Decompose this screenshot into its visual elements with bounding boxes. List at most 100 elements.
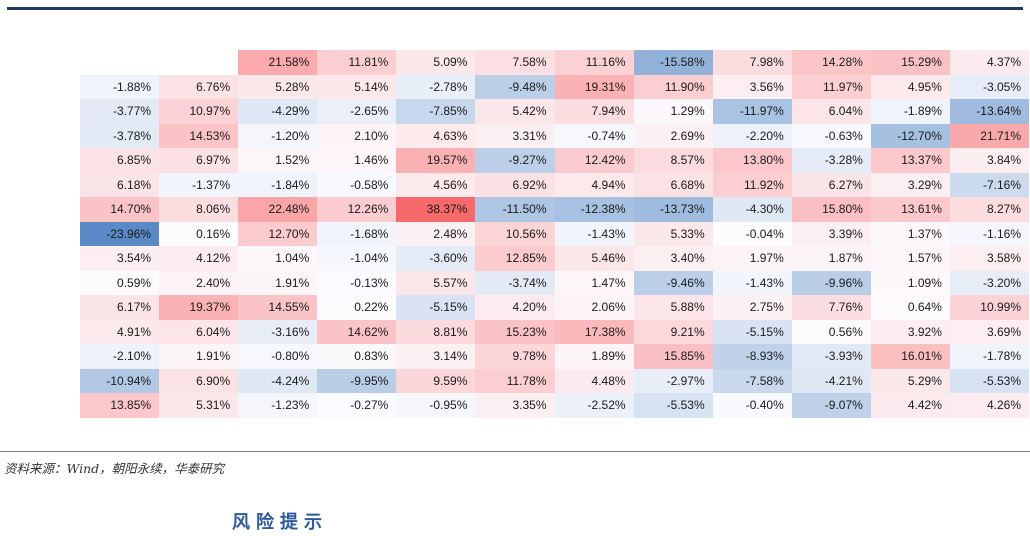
heatmap-cell: -7.85% bbox=[396, 99, 476, 124]
heatmap-empty-cell bbox=[80, 50, 159, 75]
heatmap-cell: 19.31% bbox=[554, 74, 634, 99]
heatmap-cell: 8.57% bbox=[633, 148, 713, 173]
heatmap-cell: 5.29% bbox=[870, 368, 950, 393]
heatmap-cell: 2.48% bbox=[396, 221, 476, 246]
heatmap-cell: 6.90% bbox=[159, 368, 239, 393]
heatmap-cell: -1.84% bbox=[238, 172, 318, 197]
heatmap-cell: 1.47% bbox=[554, 270, 634, 295]
heatmap-cell: 3.84% bbox=[949, 148, 1029, 173]
heatmap-cell: 4.26% bbox=[949, 393, 1029, 418]
heatmap-cell: 11.81% bbox=[317, 50, 397, 75]
heatmap-cell: -4.30% bbox=[712, 197, 792, 222]
heatmap-cell: 1.87% bbox=[791, 246, 871, 271]
heatmap-cell: 13.61% bbox=[870, 197, 950, 222]
heatmap-cell: 5.42% bbox=[475, 99, 555, 124]
heatmap-cell: 5.31% bbox=[159, 393, 239, 418]
heatmap-cell: 12.70% bbox=[238, 221, 318, 246]
heatmap-cell: 6.04% bbox=[159, 319, 239, 344]
heatmap-cell: 6.92% bbox=[475, 172, 555, 197]
heatmap-cell: 4.37% bbox=[949, 50, 1029, 75]
heatmap-cell: 8.06% bbox=[159, 197, 239, 222]
heatmap-cell: 2.40% bbox=[159, 270, 239, 295]
heatmap-cell: 21.71% bbox=[949, 123, 1029, 148]
heatmap-cell: -2.78% bbox=[396, 74, 476, 99]
heatmap-cell: -1.43% bbox=[554, 221, 634, 246]
heatmap-cell: -3.28% bbox=[791, 148, 871, 173]
heatmap-cell: -1.43% bbox=[712, 270, 792, 295]
heatmap-cell: 12.42% bbox=[554, 148, 634, 173]
heatmap-cell: 4.91% bbox=[80, 319, 160, 344]
heatmap-cell: 3.35% bbox=[475, 393, 555, 418]
heatmap-cell: 14.55% bbox=[238, 295, 318, 320]
heatmap-cell: 6.18% bbox=[80, 172, 160, 197]
heatmap-cell: 4.63% bbox=[396, 123, 476, 148]
heatmap-cell: 15.80% bbox=[791, 197, 871, 222]
heatmap-cell: 8.27% bbox=[949, 197, 1029, 222]
heatmap-cell: 1.91% bbox=[159, 344, 239, 369]
heatmap-cell: -1.16% bbox=[949, 221, 1029, 246]
heatmap-cell: 1.46% bbox=[317, 148, 397, 173]
heatmap-cell: 11.16% bbox=[554, 50, 634, 75]
heatmap-cell: 0.59% bbox=[80, 270, 160, 295]
heatmap-cell: -12.70% bbox=[870, 123, 950, 148]
returns-heatmap: 21.58% 11.81% 5.09% 7.58% 11.16% -15.58% 7.98%… bbox=[80, 50, 1029, 418]
heatmap-cell: 2.06% bbox=[554, 295, 634, 320]
heatmap-cell: -2.65% bbox=[317, 99, 397, 124]
heatmap-cell: 19.37% bbox=[159, 295, 239, 320]
heatmap-cell: -9.96% bbox=[791, 270, 871, 295]
heatmap-cell: -0.95% bbox=[396, 393, 476, 418]
heatmap-cell: 2.10% bbox=[317, 123, 397, 148]
heatmap-cell: 3.56% bbox=[712, 74, 792, 99]
heatmap-cell: -0.27% bbox=[317, 393, 397, 418]
heatmap-cell: -0.80% bbox=[238, 344, 318, 369]
heatmap-cell: 7.98% bbox=[712, 50, 792, 75]
heatmap-cell: 5.88% bbox=[633, 295, 713, 320]
heatmap-cell: -13.64% bbox=[949, 99, 1029, 124]
heatmap-cell: 22.48% bbox=[238, 197, 318, 222]
heatmap-cell: 5.33% bbox=[633, 221, 713, 246]
heatmap-cell: 1.09% bbox=[870, 270, 950, 295]
heatmap-cell: -1.88% bbox=[80, 74, 160, 99]
heatmap-cell: 1.91% bbox=[238, 270, 318, 295]
heatmap-cell: 3.14% bbox=[396, 344, 476, 369]
heatmap-cell: -9.48% bbox=[475, 74, 555, 99]
heatmap-cell: -0.74% bbox=[554, 123, 634, 148]
heatmap-cell: 6.97% bbox=[159, 148, 239, 173]
heatmap-cell: 4.12% bbox=[159, 246, 239, 271]
heatmap-cell: -1.20% bbox=[238, 123, 318, 148]
heatmap-cell: -3.20% bbox=[949, 270, 1029, 295]
heatmap-cell: -1.89% bbox=[870, 99, 950, 124]
heatmap-cell: -5.53% bbox=[633, 393, 713, 418]
heatmap-cell: -9.27% bbox=[475, 148, 555, 173]
heatmap-cell: 3.31% bbox=[475, 123, 555, 148]
heatmap-cell: 4.20% bbox=[475, 295, 555, 320]
heatmap-cell: -4.29% bbox=[238, 99, 318, 124]
heatmap-cell: 11.78% bbox=[475, 368, 555, 393]
heatmap-cell: 0.16% bbox=[159, 221, 239, 246]
heatmap-cell: -2.10% bbox=[80, 344, 160, 369]
heatmap-cell: 3.29% bbox=[870, 172, 950, 197]
heatmap-cell: 2.69% bbox=[633, 123, 713, 148]
heatmap-cell: 17.38% bbox=[554, 319, 634, 344]
heatmap-cell: 11.97% bbox=[791, 74, 871, 99]
heatmap-cell: 2.75% bbox=[712, 295, 792, 320]
heatmap-cell: 1.04% bbox=[238, 246, 318, 271]
heatmap-cell: -15.58% bbox=[633, 50, 713, 75]
heatmap-cell: 19.57% bbox=[396, 148, 476, 173]
heatmap-cell: 7.76% bbox=[791, 295, 871, 320]
heatmap-cell: 11.92% bbox=[712, 172, 792, 197]
heatmap-cell: 3.58% bbox=[949, 246, 1029, 271]
heatmap-cell: -4.21% bbox=[791, 368, 871, 393]
heatmap-cell: -23.96% bbox=[80, 221, 160, 246]
heatmap-cell: 1.29% bbox=[633, 99, 713, 124]
heatmap-cell: -13.73% bbox=[633, 197, 713, 222]
heatmap-cell: -1.78% bbox=[949, 344, 1029, 369]
heatmap-cell: 12.85% bbox=[475, 246, 555, 271]
heatmap-cell: -2.52% bbox=[554, 393, 634, 418]
source-note: 资料来源：Wind，朝阳永续，华泰研究 bbox=[4, 461, 225, 476]
heatmap-cell: 15.85% bbox=[633, 344, 713, 369]
heatmap-cell: -0.04% bbox=[712, 221, 792, 246]
heatmap-cell: 14.62% bbox=[317, 319, 397, 344]
bottom-rule bbox=[0, 451, 1030, 452]
